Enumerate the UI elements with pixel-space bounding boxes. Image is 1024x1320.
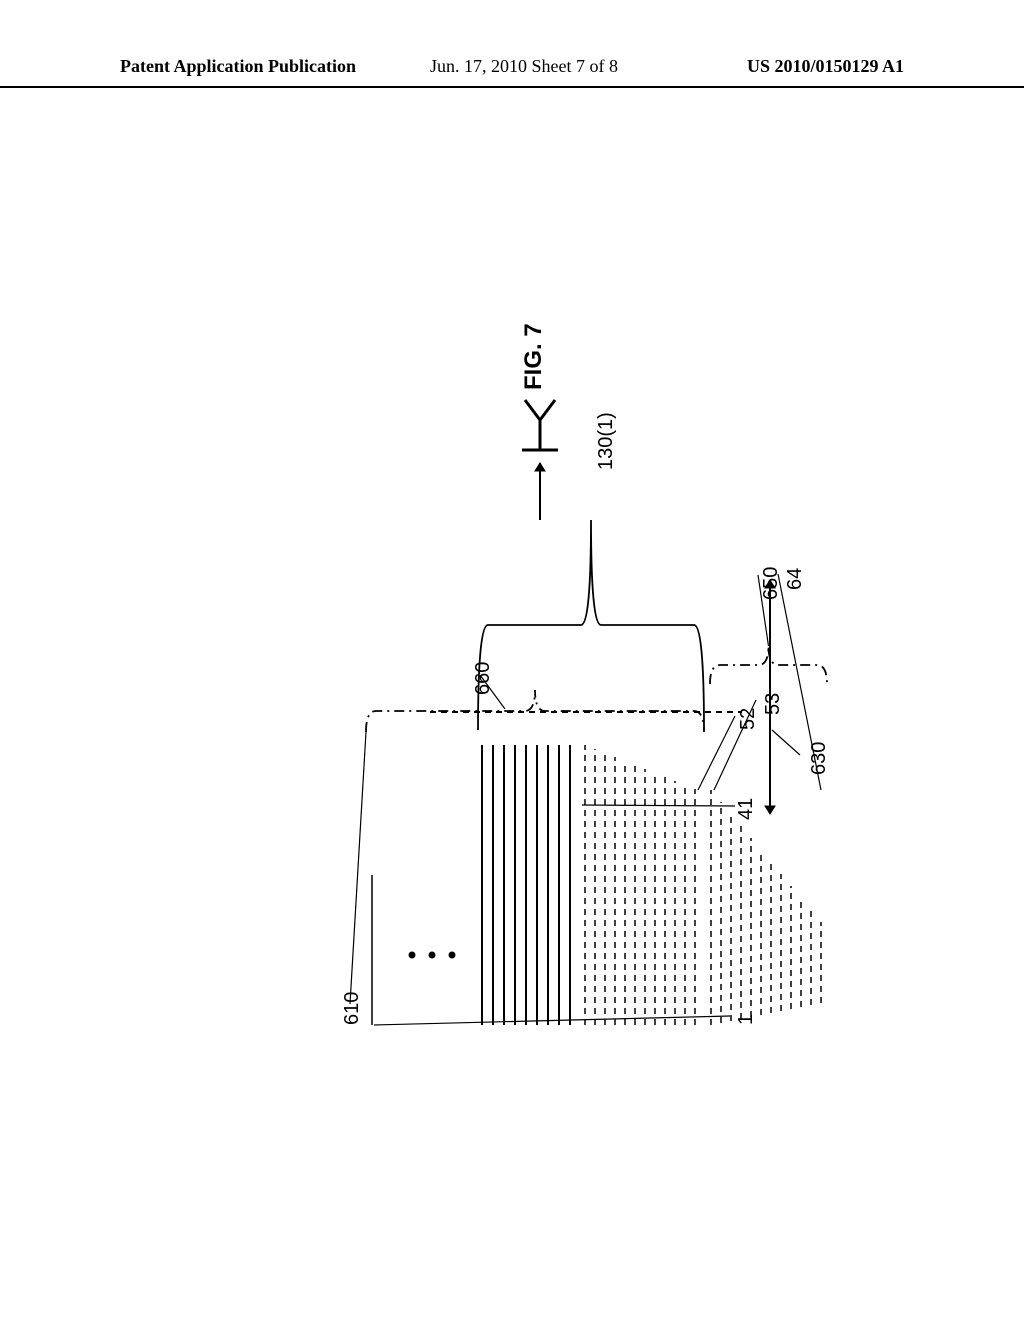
page-header: Patent Application Publication Jun. 17, … xyxy=(0,56,1024,88)
header-sheet-info: Jun. 17, 2010 Sheet 7 of 8 xyxy=(430,56,618,77)
figure-svg xyxy=(0,90,1024,1290)
header-doc-number: US 2010/0150129 A1 xyxy=(747,56,904,77)
header-publication: Patent Application Publication xyxy=(120,56,356,77)
figure-area: FIG. 7 130(1) 610 650 660 630 1 41 52 53… xyxy=(0,90,1024,1290)
